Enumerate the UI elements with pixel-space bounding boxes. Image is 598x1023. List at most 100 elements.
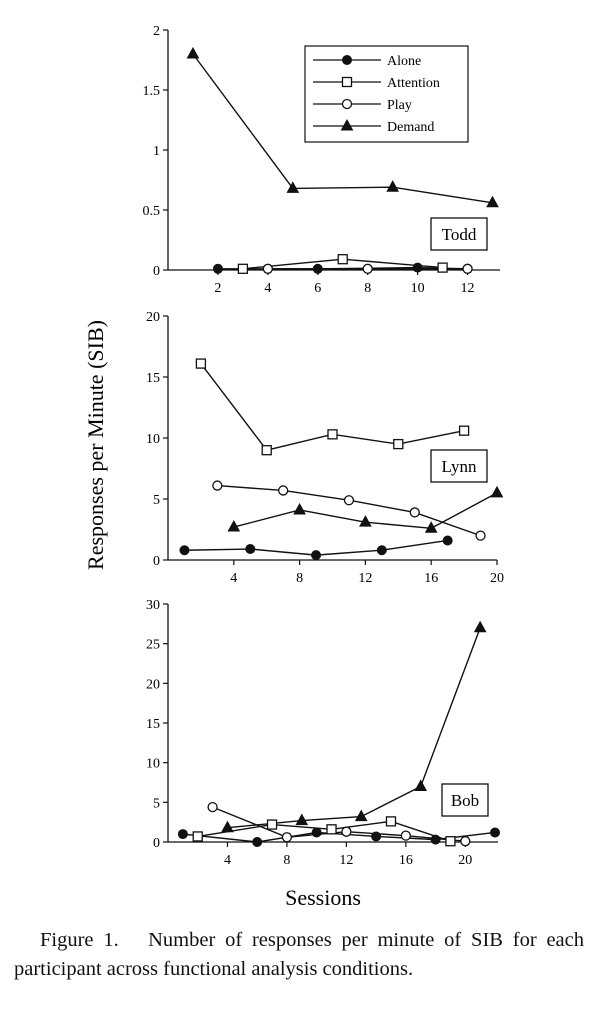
- lynn-label-box: [430, 449, 488, 483]
- caption-text: Number of responses per minute of SIB fo…: [14, 929, 585, 980]
- lynn-point-play: [343, 495, 355, 506]
- todd-y-tick-label: 2: [153, 24, 160, 39]
- todd-point-play: [362, 263, 373, 274]
- legend-label-alone: Alone: [387, 54, 421, 69]
- lynn-point-alone: [179, 545, 190, 556]
- bob-point-play: [400, 830, 411, 841]
- todd-y-tick-label: 1.5: [143, 84, 161, 99]
- bob-series-line-play: [212, 806, 466, 842]
- todd-point-alone: [312, 263, 323, 274]
- bob-y-tick-label: 5: [153, 796, 160, 811]
- bob-point-alone: [177, 829, 188, 840]
- bob-x-tick-label: 16: [399, 853, 413, 868]
- lynn-x-tick-label: 12: [358, 571, 372, 586]
- lynn-point-play: [475, 530, 486, 541]
- bob-x-tick-label: 12: [339, 853, 353, 868]
- lynn-point-demand: [490, 485, 504, 498]
- bob-y-tick-label: 20: [146, 677, 160, 692]
- lynn-label: Lynn: [442, 457, 477, 476]
- lynn-point-attention: [458, 425, 470, 436]
- caption-label: Figure 1.: [40, 929, 119, 951]
- lynn-point-alone: [442, 535, 453, 546]
- lynn-point-alone: [376, 545, 387, 556]
- bob-y-tick-label: 25: [146, 638, 160, 653]
- bob-y-tick-label: 10: [146, 757, 160, 772]
- y-axis-label: Responses per Minute (SIB): [83, 320, 108, 570]
- legend-label-demand: Demand: [387, 120, 434, 135]
- todd-label: Todd: [442, 225, 477, 244]
- figure-svg: 0 0.5 1 1.5 2 2 4 6 8 10 12 Todd Alone Attention Play D…: [83, 24, 504, 910]
- bob-y-tick-label: 15: [146, 717, 160, 732]
- lynn-point-alone: [245, 544, 256, 555]
- panel-bob: 0 5 10 15 20 25 30 4 8 12 16 20 Bob: [146, 598, 501, 868]
- bob-point-demand: [221, 820, 234, 833]
- lynn-y-tick-label: 0: [153, 554, 160, 569]
- bob-point-alone: [252, 837, 263, 847]
- todd-x-tick-label: 8: [364, 281, 371, 296]
- lynn-point-play: [277, 485, 289, 496]
- todd-point-alone: [212, 263, 223, 274]
- lynn-x-tick-label: 4: [230, 571, 237, 586]
- lynn-point-attention: [327, 429, 338, 440]
- lynn-point-alone: [311, 550, 322, 561]
- todd-point-alone: [412, 262, 423, 273]
- lynn-point-play: [409, 507, 420, 518]
- bob-point-demand: [354, 809, 368, 822]
- todd-x-tick-label: 2: [214, 281, 221, 296]
- bob-point-demand: [473, 620, 487, 633]
- lynn-point-attention: [261, 445, 272, 456]
- lynn-point-demand: [359, 515, 372, 527]
- bob-point-alone: [311, 827, 322, 838]
- todd-point-attention: [237, 263, 249, 274]
- legend-label-play: Play: [387, 98, 412, 113]
- bob-point-alone: [430, 834, 441, 845]
- x-axis-label: Sessions: [285, 885, 361, 910]
- legend-label-attention: Attention: [387, 76, 440, 91]
- lynn-point-attention: [195, 358, 207, 369]
- bob-y-tick-label: 30: [146, 598, 160, 613]
- bob-label-box: [441, 783, 489, 817]
- lynn-series-line-play: [217, 484, 481, 537]
- todd-point-attention: [337, 254, 348, 265]
- legend: Alone Attention Play Demand: [304, 45, 469, 143]
- todd-y-tick-label: 0: [153, 264, 160, 279]
- legend-marker-demand: [340, 118, 354, 131]
- todd-x-tick-label: 12: [461, 281, 475, 296]
- bob-y-tick-label: 0: [153, 836, 160, 851]
- lynn-point-demand: [293, 502, 306, 515]
- todd-x-tick-label: 4: [264, 281, 271, 296]
- bob-point-play: [460, 836, 471, 847]
- todd-point-play: [262, 263, 273, 274]
- todd-point-play: [462, 263, 473, 274]
- bob-point-attention: [192, 831, 203, 842]
- todd-point-demand: [386, 180, 400, 192]
- lynn-point-attention: [393, 438, 404, 450]
- todd-point-demand: [486, 195, 499, 208]
- lynn-y-tick-label: 15: [146, 371, 160, 386]
- bob-point-play: [341, 826, 352, 837]
- bob-x-tick-label: 4: [224, 853, 231, 868]
- todd-series-line-demand: [192, 53, 493, 204]
- todd-y-tick-label: 0.5: [143, 204, 161, 219]
- bob-point-demand: [414, 779, 428, 791]
- legend-marker-alone: [342, 55, 352, 65]
- bob-x-tick-label: 20: [458, 853, 472, 868]
- todd-x-tick-label: 6: [314, 281, 321, 296]
- lynn-y-tick-label: 20: [146, 310, 160, 325]
- bob-point-attention: [445, 836, 456, 847]
- legend-marker-attention: [341, 76, 353, 88]
- bob-point-alone: [490, 827, 501, 838]
- todd-y-tick-label: 1: [153, 144, 160, 159]
- bob-x-tick-label: 8: [283, 853, 290, 868]
- lynn-x-tick-label: 20: [490, 571, 504, 586]
- bob-point-alone: [371, 831, 382, 842]
- bob-point-play: [281, 832, 293, 843]
- lynn-point-play: [212, 480, 223, 491]
- lynn-x-tick-label: 16: [424, 571, 438, 586]
- bob-label: Bob: [451, 791, 479, 810]
- todd-x-tick-label: 10: [411, 281, 425, 296]
- bob-point-attention: [326, 824, 337, 835]
- lynn-point-demand: [227, 520, 241, 532]
- lynn-y-tick-label: 10: [146, 432, 160, 447]
- bob-point-attention: [266, 819, 278, 830]
